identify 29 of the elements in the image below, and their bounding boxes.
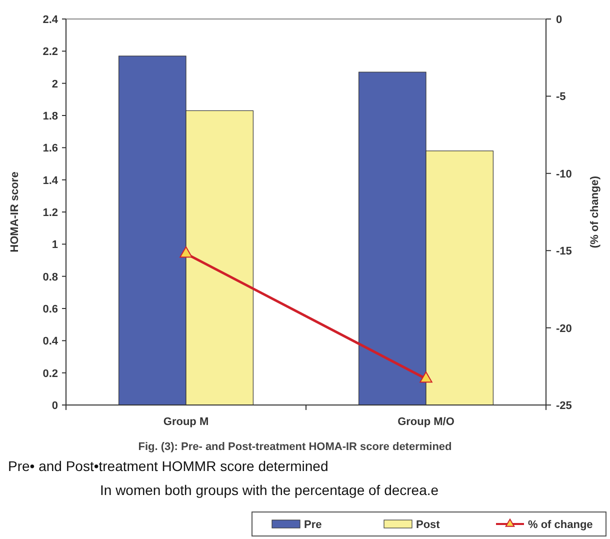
y-tick-label: 1.8 <box>42 110 58 122</box>
text: Fig. (3): Pre- and Post-treatment HOMA-IR score determined <box>138 441 452 453</box>
y-tick-label: 0.2 <box>42 368 58 380</box>
text: Pre• and Post•treatment HOMMR score determined <box>8 458 328 474</box>
y-tick-label: 1 <box>52 239 58 252</box>
y2-tick-label: -25 <box>556 400 572 412</box>
y-tick-label: 2.2 <box>42 46 58 58</box>
y-tick-label: 1.4 <box>42 174 59 187</box>
y2-tick-label: -20 <box>556 322 572 335</box>
y-tick-label: 1.2 <box>42 207 58 219</box>
y-tick-label: 0 <box>52 400 58 412</box>
x-tick-label: Group M <box>163 416 209 428</box>
y2-tick-label: -5 <box>556 91 566 104</box>
y-tick-label: 0.8 <box>42 271 58 284</box>
y2-axis-title: (% of change) <box>589 176 601 248</box>
y-tick-label: 2 <box>52 78 58 90</box>
y-tick-label: 1.6 <box>42 142 58 155</box>
legend-label: % of change <box>528 519 593 531</box>
y2-tick-label: -15 <box>556 246 572 258</box>
x-tick-label: Group M/O <box>398 416 455 428</box>
y-tick-label: 0.6 <box>42 304 58 316</box>
y-tick-label: 2.4 <box>42 14 59 26</box>
text: In women both groups with the percentage of decrea.e <box>100 482 439 498</box>
y-tick-label: 0.4 <box>42 336 59 348</box>
legend-label: Post <box>416 519 440 531</box>
legend-label: Pre <box>304 519 322 531</box>
y-axis-title: HOMA-IR score <box>9 172 21 252</box>
y2-tick-label: -10 <box>556 168 572 180</box>
y2-tick-label: 0 <box>556 14 562 26</box>
